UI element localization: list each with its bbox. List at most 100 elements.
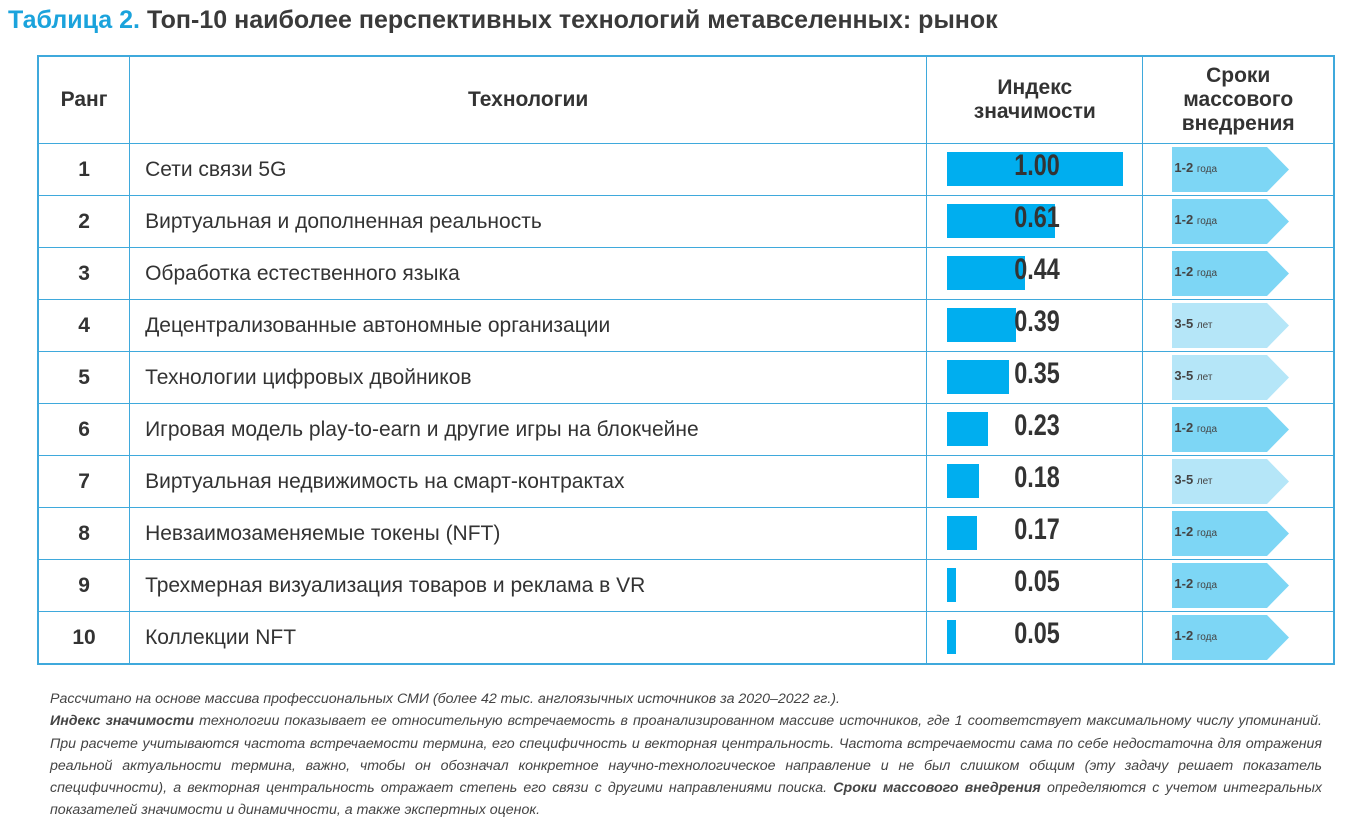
index-value: 0.44	[1014, 253, 1060, 286]
technology-cell: Виртуальная и дополненная реальность	[129, 195, 928, 248]
technology-cell: Обработка естественного языка	[129, 247, 928, 300]
arrow-badge-shape	[1172, 459, 1290, 504]
index-bar	[947, 360, 1009, 394]
timeline-cell: 1-2 года	[1142, 247, 1335, 300]
rank-cell: 4	[37, 299, 131, 352]
index-value: 0.39	[1014, 305, 1060, 338]
arrow-badge-shape	[1172, 563, 1290, 608]
timeline-number: 3-5	[1174, 316, 1194, 331]
timeline-number: 1-2	[1174, 628, 1194, 643]
timeline-cell: 1-2 года	[1142, 507, 1335, 560]
index-bar	[947, 620, 956, 654]
timeline-unit: года	[1196, 268, 1218, 279]
index-bar	[947, 152, 1124, 186]
rank-cell: 3	[37, 247, 131, 300]
index-bar	[947, 464, 979, 498]
table-row: 5 Технологии цифровых двойников 0.35 3-5…	[37, 351, 1335, 404]
timeline-unit: лет	[1196, 320, 1213, 331]
table-row: 3 Обработка естественного языка 0.44 1-2…	[37, 247, 1335, 300]
technology-cell: Игровая модель play-to-earn и другие игр…	[129, 403, 928, 456]
technology-cell: Коллекции NFT	[129, 611, 928, 665]
timeline-number: 3-5	[1174, 368, 1194, 383]
index-cell: 0.23	[926, 403, 1144, 456]
index-value: 0.05	[1014, 565, 1060, 598]
timeline-number: 3-5	[1174, 472, 1194, 487]
timeline-number: 1-2	[1174, 420, 1194, 435]
timeline-unit: лет	[1196, 476, 1213, 487]
table-row: 1 Сети связи 5G 1.00 1-2 года	[37, 143, 1335, 196]
table-row: 4 Децентрализованные автономные организа…	[37, 299, 1335, 352]
rank-cell: 6	[37, 403, 131, 456]
timeline-unit: года	[1196, 216, 1218, 227]
index-cell: 0.18	[926, 455, 1144, 508]
footnote-index-text: технологии показывает ее относительную в…	[50, 713, 1322, 797]
arrow-badge-shape	[1172, 251, 1290, 296]
index-cell: 0.05	[926, 611, 1144, 665]
arrow-badge-shape	[1172, 407, 1290, 452]
footnote-source: Рассчитано на основе массива профессиона…	[50, 691, 840, 707]
table-number: Таблица 2.	[8, 6, 140, 34]
index-value: 0.23	[1014, 409, 1060, 442]
index-cell: 0.17	[926, 507, 1144, 560]
timeline-cell: 3-5 лет	[1142, 455, 1335, 508]
rank-cell: 5	[37, 351, 131, 404]
rank-cell: 8	[37, 507, 131, 560]
index-bar	[947, 412, 988, 446]
header-index: Индекс значимости	[926, 55, 1144, 144]
rank-cell: 9	[37, 559, 131, 612]
timeline-badge: 1-2 года	[1172, 563, 1290, 608]
rank-cell: 7	[37, 455, 131, 508]
timeline-badge: 1-2 года	[1172, 199, 1290, 244]
timeline-badge: 1-2 года	[1172, 407, 1290, 452]
timeline-badge: 1-2 года	[1172, 251, 1290, 296]
timeline-cell: 1-2 года	[1142, 559, 1335, 612]
technology-cell: Невзаимозаменяемые токены (NFT)	[129, 507, 928, 560]
timeline-unit: года	[1196, 164, 1218, 175]
index-cell: 0.05	[926, 559, 1144, 612]
footnote-term-timeline: Сроки массового внедрения	[833, 780, 1041, 797]
timeline-unit: года	[1196, 528, 1218, 539]
table-title: Таблица 2. Топ-10 наиболее перспективных…	[8, 6, 998, 35]
index-bar	[947, 308, 1016, 342]
timeline-unit: года	[1196, 580, 1218, 591]
index-value: 0.05	[1014, 617, 1060, 650]
timeline-badge: 1-2 года	[1172, 615, 1290, 660]
timeline-cell: 1-2 года	[1142, 403, 1335, 456]
timeline-badge: 1-2 года	[1172, 511, 1290, 556]
table-row: 2 Виртуальная и дополненная реальность 0…	[37, 195, 1335, 248]
timeline-unit: года	[1196, 424, 1218, 435]
table-row: 6 Игровая модель play-to-earn и другие и…	[37, 403, 1335, 456]
arrow-badge-shape	[1172, 303, 1290, 348]
table-row: 9 Трехмерная визуализация товаров и рекл…	[37, 559, 1335, 612]
index-cell: 0.35	[926, 351, 1144, 404]
footnote-term-index: Индекс значимости	[50, 713, 195, 730]
index-value: 0.35	[1014, 357, 1060, 390]
technology-cell: Виртуальная недвижимость на смарт-контра…	[129, 455, 928, 508]
timeline-badge: 3-5 лет	[1172, 459, 1290, 504]
arrow-badge-shape	[1172, 355, 1290, 400]
arrow-badge-shape	[1172, 511, 1290, 556]
timeline-number: 1-2	[1174, 524, 1194, 539]
footnote: Рассчитано на основе массива профессиона…	[50, 688, 1322, 822]
timeline-cell: 1-2 года	[1142, 195, 1335, 248]
rank-cell: 10	[37, 611, 131, 665]
rank-cell: 2	[37, 195, 131, 248]
timeline-cell: 3-5 лет	[1142, 299, 1335, 352]
timeline-cell: 1-2 года	[1142, 143, 1335, 196]
technology-cell: Технологии цифровых двойников	[129, 351, 928, 404]
index-cell: 1.00	[926, 143, 1144, 196]
timeline-badge: 3-5 лет	[1172, 303, 1290, 348]
index-bar	[947, 256, 1025, 290]
index-value: 0.18	[1014, 461, 1060, 494]
index-value: 1.00	[1014, 149, 1060, 182]
index-value: 0.17	[1014, 513, 1060, 546]
timeline-badge: 3-5 лет	[1172, 355, 1290, 400]
index-cell: 0.39	[926, 299, 1144, 352]
technology-cell: Трехмерная визуализация товаров и реклам…	[129, 559, 928, 612]
timeline-badge: 1-2 года	[1172, 147, 1290, 192]
timeline-unit: года	[1196, 632, 1218, 643]
technologies-table: Ранг Технологии Индекс значимости Сроки …	[37, 55, 1335, 665]
table-row: 8 Невзаимозаменяемые токены (NFT) 0.17 1…	[37, 507, 1335, 560]
table-row: 7 Виртуальная недвижимость на смарт-конт…	[37, 455, 1335, 508]
footnote-timeline-text: определяются с учетом интегральных показ…	[50, 780, 1322, 819]
